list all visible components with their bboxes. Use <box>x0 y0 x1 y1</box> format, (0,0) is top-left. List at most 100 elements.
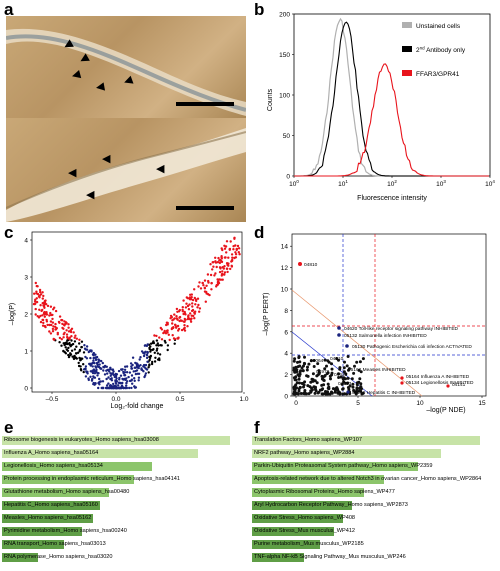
enrichment-bar-label: Parkin-Ubiquitin Proteasomal System path… <box>254 463 433 469</box>
arrow-icon: ◀ <box>68 167 77 179</box>
volcano-point <box>89 370 93 373</box>
volcano-point <box>41 291 44 294</box>
x-tick-label: 100 <box>289 179 299 188</box>
volcano-point <box>66 339 69 342</box>
spia-point <box>331 387 335 391</box>
volcano-point <box>218 270 222 274</box>
volcano-point <box>84 355 87 359</box>
enrichment-bar <box>252 553 304 562</box>
scale-bar <box>176 102 234 106</box>
volcano-point <box>131 382 134 385</box>
spia-point <box>297 356 301 360</box>
scale-bar <box>176 206 234 210</box>
spia-point <box>298 364 302 368</box>
volcano-point <box>107 376 110 379</box>
volcano-point <box>100 359 103 363</box>
y-tick-label: 50 <box>283 133 291 140</box>
spia-point <box>292 387 296 390</box>
volcano-point <box>145 354 149 357</box>
volcano-point <box>91 353 95 356</box>
volcano-point <box>40 309 43 313</box>
spia-point <box>330 391 334 395</box>
volcano-point <box>41 318 45 322</box>
volcano-point <box>172 318 175 321</box>
volcano-point <box>218 266 222 269</box>
volcano-point <box>49 311 52 315</box>
volcano-point <box>223 273 226 276</box>
volcano-point <box>234 251 237 254</box>
volcano-point <box>67 355 71 359</box>
volcano-plot: 0 1 2 3 4 –0.5 0.0 0.5 1.0 –log(P) Log₂-fold ch… <box>9 231 249 410</box>
point <box>446 384 450 388</box>
volcano-point <box>144 372 148 375</box>
volcano-point <box>186 297 190 300</box>
volcano-point <box>184 306 188 309</box>
volcano-point <box>189 320 193 323</box>
spia-point <box>326 382 330 386</box>
volcano-point <box>121 377 124 381</box>
volcano-point <box>33 302 37 306</box>
spia-point <box>294 383 298 387</box>
volcano-point <box>196 297 200 300</box>
spia-point <box>352 371 356 375</box>
x-tick-label: 0.5 <box>175 396 184 403</box>
spia-point <box>361 357 365 361</box>
volcano-point <box>88 350 91 353</box>
volcano-point <box>202 284 205 287</box>
volcano-point <box>75 337 79 340</box>
panel-letter-d: d <box>254 223 265 242</box>
volcano-point <box>34 281 37 285</box>
y-tick-label: 3 <box>24 275 28 282</box>
volcano-point <box>194 310 197 313</box>
enrichment-bar-label: Oxidative Stress_Mus musculus_WP412 <box>254 528 356 534</box>
volcano-point <box>205 284 208 287</box>
volcano-point <box>36 315 39 318</box>
volcano-point <box>42 321 45 325</box>
volcano-point <box>209 263 212 266</box>
enrichment-bar-label: Glutathione metabolism_Homo sapiens_hsa0… <box>4 489 130 495</box>
volcano-point <box>175 325 178 328</box>
volcano-point <box>65 329 68 332</box>
volcano-point <box>51 321 55 324</box>
volcano-point <box>91 361 94 365</box>
annotation-04510: 04510 <box>330 356 344 362</box>
volcano-point <box>199 287 203 290</box>
volcano-point <box>106 372 109 375</box>
volcano-point <box>77 361 80 365</box>
volcano-point <box>109 374 113 377</box>
volcano-point <box>137 366 140 370</box>
legend-unstained: Unstained cells <box>416 23 461 30</box>
volcano-point <box>190 317 193 320</box>
spia-point <box>358 360 362 364</box>
spia-point <box>321 387 325 391</box>
volcano-point <box>228 247 232 251</box>
spia-point <box>312 359 316 362</box>
volcano-point <box>149 348 152 352</box>
legend-swatch-unstained <box>402 22 412 28</box>
volcano-point <box>107 368 110 371</box>
panel-letter-f: f <box>254 418 260 437</box>
spia-point <box>344 372 348 376</box>
volcano-point <box>210 282 213 285</box>
volcano-point <box>57 320 61 324</box>
spia-point <box>323 374 327 377</box>
volcano-point <box>109 368 112 371</box>
micrograph-top-vessel <box>6 28 246 116</box>
volcano-point <box>38 288 42 292</box>
enrichment-bar <box>2 449 198 458</box>
volcano-point <box>43 313 46 316</box>
volcano-point <box>234 253 238 256</box>
volcano-point <box>124 365 127 368</box>
volcano-point <box>128 386 131 390</box>
volcano-point <box>82 370 85 374</box>
volcano-point <box>134 372 138 376</box>
volcano-point <box>178 308 181 312</box>
spia-point <box>341 392 345 396</box>
volcano-point <box>145 356 149 360</box>
volcano-point <box>172 326 175 329</box>
enrichment-bar <box>2 436 230 445</box>
volcano-point <box>129 362 133 365</box>
volcano-point <box>236 244 240 248</box>
volcano-point <box>70 327 74 330</box>
y-tick-label: 4 <box>284 351 288 358</box>
